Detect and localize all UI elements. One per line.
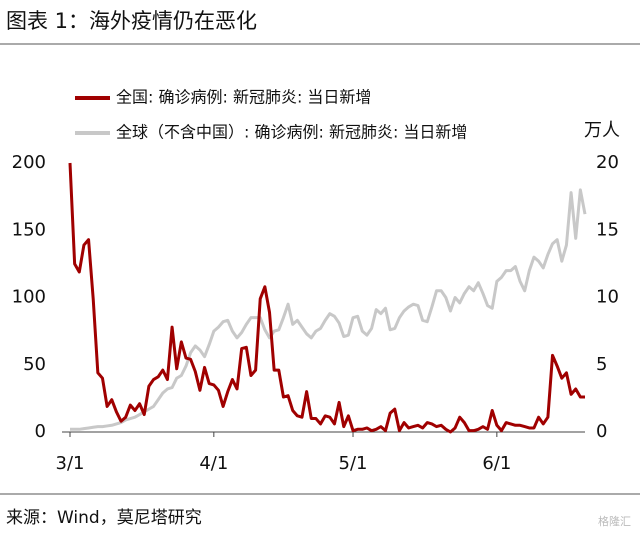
y2-tick-label: 0 [596, 421, 607, 442]
x-tick-label: 3/1 [56, 453, 85, 474]
y2-axis-label: 万人 [584, 120, 620, 141]
source: 来源：Wind，莫尼塔研究 [6, 508, 202, 528]
y2-tick-label: 15 [596, 219, 619, 240]
x-tick-label: 4/1 [199, 453, 228, 474]
y-tick-label: 150 [12, 219, 46, 240]
y2-tick-label: 20 [596, 152, 619, 173]
series-line [68, 162, 585, 434]
legend-label: 全球（不含中国）: 确诊病例: 新冠肺炎: 当日新增 [116, 123, 467, 142]
y-tick-label: 100 [12, 287, 46, 308]
y-tick-label: 0 [35, 421, 46, 442]
y2-tick-label: 5 [596, 354, 607, 375]
x-tick-label: 5/1 [339, 453, 368, 474]
y-tick-label: 50 [23, 354, 46, 375]
y2-tick-label: 10 [596, 287, 619, 308]
chart-title: 图表 1：海外疫情仍在恶化 [6, 9, 257, 33]
series-line [70, 188, 587, 431]
y-tick-label: 200 [12, 152, 46, 173]
x-tick-label: 6/1 [482, 453, 511, 474]
legend-label: 全国: 确诊病例: 新冠肺炎: 当日新增 [116, 88, 371, 107]
watermark: 格隆汇 [598, 514, 631, 528]
